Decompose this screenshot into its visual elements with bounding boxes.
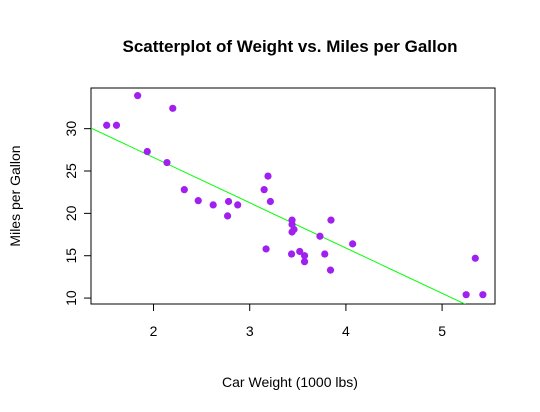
data-point — [163, 158, 171, 167]
data-point — [169, 104, 177, 112]
data-point — [223, 212, 232, 220]
data-point — [112, 121, 121, 129]
data-point — [194, 197, 202, 205]
data-point — [234, 201, 242, 209]
data-point — [260, 186, 268, 194]
data-point — [316, 232, 324, 240]
data-point — [288, 228, 296, 236]
y-tick-label: 10 — [63, 290, 79, 306]
y-axis-label: Miles per Gallon — [7, 145, 23, 246]
data-point — [326, 266, 335, 274]
x-tick-label: 5 — [438, 323, 446, 339]
data-point — [349, 240, 357, 248]
y-tick-label: 20 — [63, 205, 79, 221]
x-tick-label: 4 — [342, 323, 350, 339]
data-point — [462, 291, 470, 299]
data-point — [262, 245, 270, 253]
y-tick-label: 25 — [63, 163, 79, 179]
x-tick-label: 2 — [150, 323, 158, 339]
data-point — [300, 252, 309, 260]
data-point — [479, 291, 487, 299]
data-point — [264, 172, 272, 180]
data-point — [471, 254, 479, 262]
data-point — [134, 92, 142, 100]
data-point — [300, 258, 309, 266]
data-points — [103, 92, 487, 299]
data-point — [288, 216, 296, 224]
x-axis: 2 3 4 5 — [150, 303, 446, 339]
chart-title: Scatterplot of Weight vs. Miles per Gall… — [122, 37, 457, 56]
data-point — [287, 250, 296, 258]
data-point — [296, 247, 304, 256]
data-point — [224, 197, 233, 206]
data-point — [266, 197, 274, 206]
data-point — [327, 216, 335, 224]
plot-frame — [90, 87, 496, 305]
y-axis: 10 15 20 25 30 — [63, 121, 92, 306]
data-point — [180, 186, 188, 194]
data-point — [321, 250, 329, 258]
data-point — [143, 147, 151, 156]
data-point — [209, 201, 217, 209]
y-tick-label: 30 — [63, 121, 79, 137]
data-point — [103, 121, 111, 129]
y-tick-label: 15 — [63, 248, 79, 264]
x-axis-label: Car Weight (1000 lbs) — [222, 374, 358, 390]
x-tick-label: 3 — [246, 323, 254, 339]
